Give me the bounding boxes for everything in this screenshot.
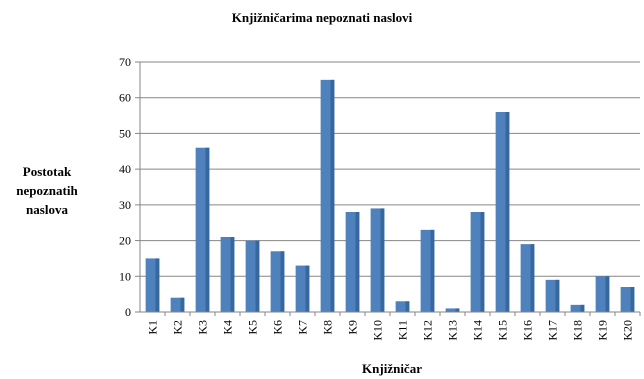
bar-group [195, 147, 210, 312]
y-axis-title-line-3: naslova [26, 202, 68, 217]
bar-shade [330, 79, 335, 312]
bar-group [145, 258, 160, 312]
bar-group [295, 265, 310, 312]
bar-shade [155, 258, 160, 312]
y-axis-title-line-1: Postotak [23, 164, 72, 179]
bar-shade [630, 287, 635, 312]
x-category-label: K13 [446, 320, 460, 341]
bar [395, 301, 410, 312]
bar-shade [480, 212, 485, 312]
x-category-label: K12 [421, 320, 435, 341]
bar-shade [230, 237, 235, 312]
x-category-label: K15 [496, 320, 510, 341]
x-category-label: K18 [571, 320, 585, 341]
y-tick-label: 30 [119, 198, 131, 212]
x-category-label: K16 [521, 320, 535, 341]
x-category-label: K20 [621, 320, 635, 341]
chart-title: Knjižničarima nepoznati naslovi [232, 10, 413, 25]
bar-shade [280, 251, 285, 312]
y-tick-label: 50 [119, 126, 131, 140]
bar-shade [555, 279, 560, 312]
axes [135, 61, 641, 316]
bar [570, 304, 585, 312]
y-tick-label: 10 [119, 269, 131, 283]
bar [445, 308, 460, 312]
bar-group [420, 229, 435, 312]
bar-group [445, 308, 460, 312]
bar-group [320, 79, 335, 312]
bar-shade [180, 297, 185, 312]
bar-shade [605, 276, 610, 312]
y-axis-ticks: 0 10 20 30 40 50 60 70 [119, 55, 131, 319]
x-axis-title: Knjižničar [362, 361, 422, 376]
x-category-label: K1 [146, 320, 160, 335]
x-category-label: K17 [546, 320, 560, 341]
bar-shade [205, 147, 210, 312]
bar-group [520, 244, 535, 312]
bar-group [370, 208, 385, 312]
bar-group [245, 240, 260, 312]
bar-group [170, 297, 185, 312]
bars [145, 79, 635, 312]
bar-shade [305, 265, 310, 312]
bar-group [545, 279, 560, 312]
bar-group [220, 237, 235, 312]
x-category-label: K7 [296, 320, 310, 335]
x-axis-categories: K1 K2 K3 K4 K5 K6 K7 K8 K9 K10 K11 K12 K13 K14 K15 K16 K… [146, 320, 635, 341]
bar-group [570, 304, 585, 312]
y-axis-title-line-2: nepoznatih [16, 183, 78, 198]
x-category-label: K3 [196, 320, 210, 335]
bar-group [595, 276, 610, 312]
bar-shade [580, 304, 585, 312]
bar-group [345, 212, 360, 312]
y-tick-label: 0 [125, 305, 131, 319]
x-category-label: K19 [596, 320, 610, 341]
gridlines [140, 61, 640, 277]
bar-shade [355, 212, 360, 312]
x-category-label: K6 [271, 320, 285, 335]
bar-shade [255, 240, 260, 312]
bar-shade [430, 229, 435, 312]
bar-shade [405, 301, 410, 312]
x-category-label: K4 [221, 320, 235, 335]
bar-shade [505, 112, 510, 312]
bar-shade [455, 308, 460, 312]
bar-group [395, 301, 410, 312]
bar-shade [530, 244, 535, 312]
y-tick-label: 60 [119, 91, 131, 105]
x-category-label: K11 [396, 320, 410, 340]
x-category-label: K8 [321, 320, 335, 335]
x-category-label: K5 [246, 320, 260, 335]
bar-group [270, 251, 285, 312]
y-tick-label: 40 [119, 162, 131, 176]
x-category-label: K10 [371, 320, 385, 341]
bar-group [495, 112, 510, 312]
x-category-label: K2 [171, 320, 185, 335]
y-tick-label: 20 [119, 234, 131, 248]
y-tick-label: 70 [119, 55, 131, 69]
bar-group [470, 212, 485, 312]
x-category-label: K14 [471, 320, 485, 341]
y-axis-title: Postotak nepoznatih naslova [16, 164, 78, 217]
bar-group [620, 287, 635, 312]
bar-shade [380, 208, 385, 312]
x-category-label: K9 [346, 320, 360, 335]
